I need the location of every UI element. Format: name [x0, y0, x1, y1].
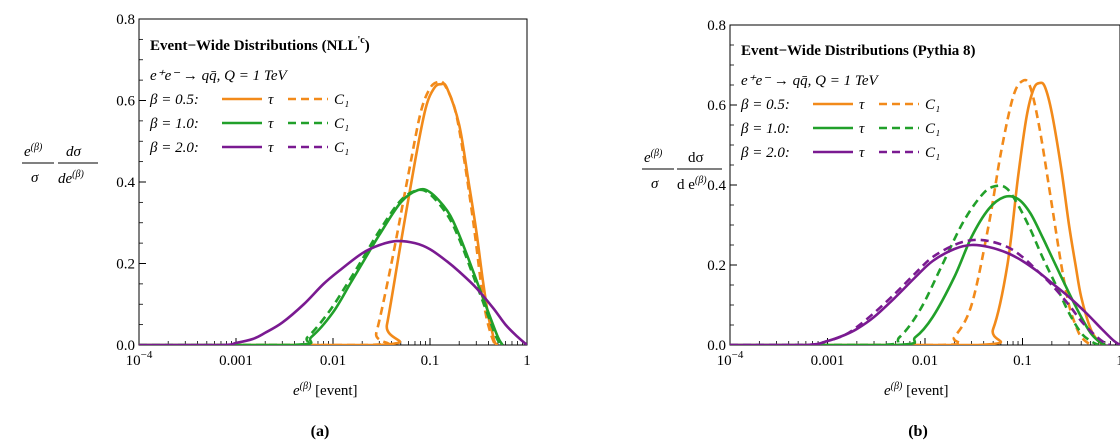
x-axis-label: e(β) [event]: [293, 381, 358, 399]
legend: Event−Wide Distributions (Pythia 8) e⁺e⁻…: [740, 43, 976, 161]
legend-title: Event−Wide Distributions (NLL'c): [150, 35, 370, 54]
series-line: [139, 239, 527, 345]
xlabel: e(β) [event]: [884, 381, 949, 399]
x-tick-label: 10−4: [717, 349, 744, 369]
x-tick-label: 10−4: [126, 349, 153, 369]
series-line: [730, 184, 1099, 345]
legend-dashed-label: C₁: [925, 121, 940, 137]
y-tick-label: 0.4: [707, 178, 726, 194]
ylabel-den2: de(β): [58, 169, 84, 187]
caption-b: (b): [908, 423, 928, 440]
y-tick-label: 0.0: [116, 338, 135, 354]
legend-dashed-label: C₁: [925, 145, 940, 161]
x-tick-label: 1: [1116, 353, 1120, 369]
x-tick-label: 0.01: [320, 353, 346, 369]
axis-ticks: 10−4 0.001 0.01 0.1 1 0.0 0.2 0.4 0.6 0.8: [116, 12, 531, 369]
series-line: [139, 79, 497, 345]
panel-a: e(β) σ dσ de(β) 10−4 0.001 0.01 0.1 1 0.0 0.2 0…: [22, 12, 531, 440]
legend-solid-label: τ: [268, 92, 274, 108]
xlabel: e(β) [event]: [293, 381, 358, 399]
legend-beta-label: β = 0.5:: [149, 92, 199, 108]
ylabel-num2: dσ: [688, 150, 704, 166]
y-tick-label: 0.2: [116, 257, 135, 273]
panel-b: e(β) σ dσ d e(β) 10−4 0.001 0.01 0.1 1 0.0 0.2…: [642, 18, 1120, 440]
y-tick-label: 0.2: [707, 258, 726, 274]
legend-dashed-label: C₁: [334, 92, 349, 108]
legend: Event−Wide Distributions (NLL'c) e⁺e⁻ → …: [149, 35, 370, 156]
x-axis-label: e(β) [event]: [884, 381, 949, 399]
legend-process: e⁺e⁻ → qq̄, Q = 1 TeV: [741, 73, 879, 89]
ylabel-den2: d e(β): [677, 175, 707, 193]
legend-solid-label: τ: [268, 140, 274, 156]
ylabel-num2: dσ: [66, 144, 82, 160]
legend-title: Event−Wide Distributions (Pythia 8): [741, 43, 976, 59]
legend-solid-label: τ: [268, 116, 274, 132]
legend-solid-label: τ: [859, 145, 865, 161]
data-series: [730, 78, 1120, 345]
y-axis-label: e(β) σ dσ de(β): [22, 142, 98, 187]
series-line: [730, 81, 1106, 345]
legend-beta-label: β = 1.0:: [149, 116, 199, 132]
data-series: [139, 79, 527, 345]
ylabel-num1: e(β): [24, 142, 43, 160]
legend-dashed-label: C₁: [334, 116, 349, 132]
y-axis-label: e(β) σ dσ d e(β): [642, 148, 722, 193]
legend-beta-label: β = 1.0:: [740, 121, 790, 137]
ylabel-den1: σ: [31, 170, 39, 186]
ylabel-den1: σ: [651, 176, 659, 192]
x-tick-label: 0.01: [912, 353, 938, 369]
legend-beta-label: β = 2.0:: [149, 140, 199, 156]
legend-process: e⁺e⁻ → qq̄, Q = 1 TeV: [150, 68, 288, 84]
series-line: [730, 238, 1111, 345]
caption-a: (a): [311, 423, 330, 440]
legend-solid-label: τ: [859, 97, 865, 113]
ylabel-num1: e(β): [644, 148, 663, 166]
y-tick-label: 0.8: [707, 18, 726, 34]
y-tick-label: 0.6: [707, 98, 726, 114]
legend-dashed-label: C₁: [925, 97, 940, 113]
x-tick-label: 0.001: [811, 353, 845, 369]
axis-ticks: 10−4 0.001 0.01 0.1 1 0.0 0.2 0.4 0.6 0.8: [707, 18, 1120, 369]
y-tick-label: 0.8: [116, 12, 135, 28]
legend-beta-label: β = 0.5:: [740, 97, 790, 113]
series-line: [730, 194, 1106, 345]
series-line: [730, 78, 1092, 345]
x-tick-label: 0.1: [1013, 353, 1032, 369]
y-tick-label: 0.4: [116, 175, 135, 191]
y-tick-label: 0.0: [707, 338, 726, 354]
y-tick-label: 0.6: [116, 94, 135, 110]
x-tick-label: 1: [523, 353, 531, 369]
legend-solid-label: τ: [859, 121, 865, 137]
legend-dashed-label: C₁: [334, 140, 349, 156]
legend-beta-label: β = 2.0:: [740, 145, 790, 161]
series-line: [139, 188, 503, 345]
x-tick-label: 0.001: [219, 353, 253, 369]
x-tick-label: 0.1: [421, 353, 440, 369]
